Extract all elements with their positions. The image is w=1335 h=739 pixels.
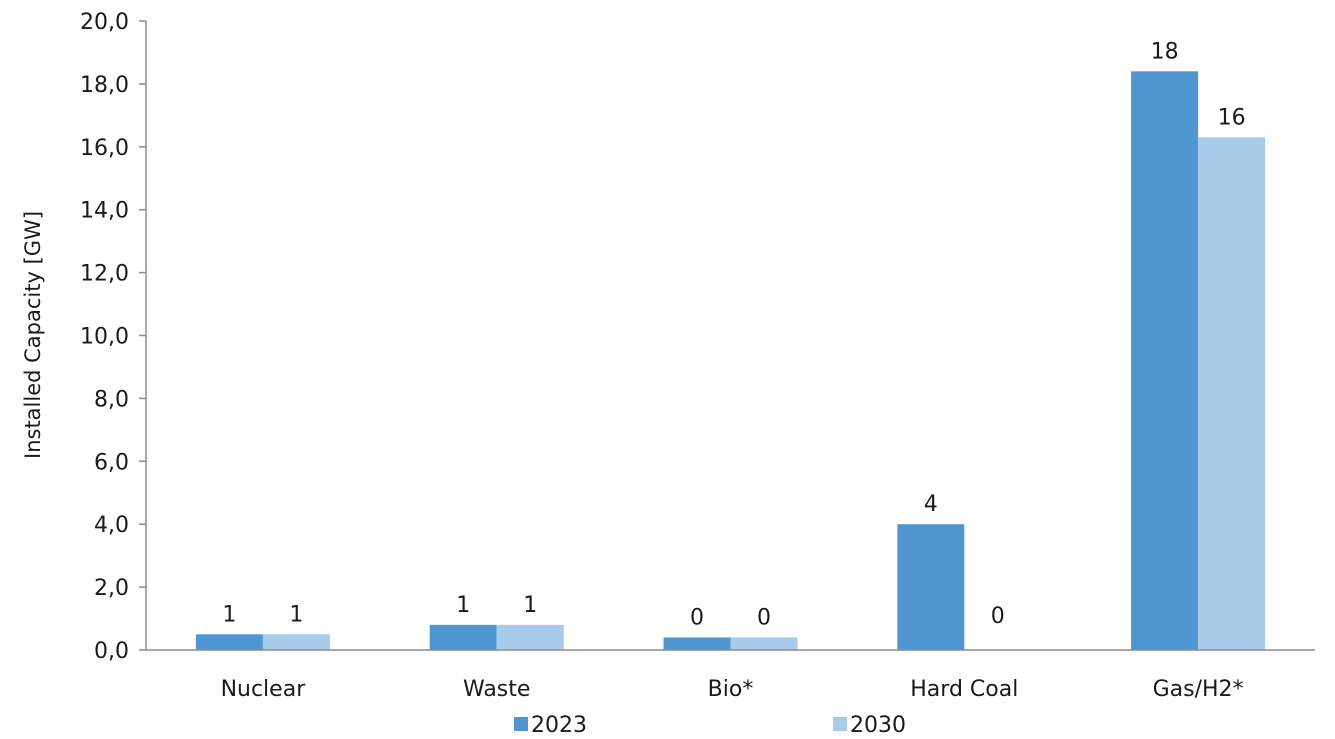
bar-2023-3 bbox=[897, 524, 965, 650]
data-label: 4 bbox=[924, 492, 938, 517]
data-label: 1 bbox=[456, 593, 470, 618]
legend-swatch-2023 bbox=[514, 717, 528, 731]
y-tick-label: 20,0 bbox=[80, 10, 129, 35]
data-label: 1 bbox=[523, 593, 537, 618]
bar-2023-1 bbox=[429, 624, 497, 650]
data-labels: 1 1 0 4 18 1 1 0 0 16 bbox=[222, 39, 1245, 630]
y-axis-title: Installed Capacity [GW] bbox=[21, 211, 45, 459]
bar-2030-4 bbox=[1198, 137, 1266, 651]
legend-swatch-2030 bbox=[833, 717, 847, 731]
legend-label-2023: 2023 bbox=[531, 713, 587, 738]
data-label: 0 bbox=[757, 605, 771, 630]
x-category-label: Hard Coal bbox=[910, 677, 1018, 702]
bar-2030-0 bbox=[262, 634, 330, 650]
x-category-label: Gas/H2* bbox=[1153, 677, 1244, 702]
bar-2023-4 bbox=[1131, 71, 1199, 650]
data-label: 0 bbox=[991, 604, 1005, 629]
y-tick-label: 4,0 bbox=[94, 513, 129, 538]
bar-2030-2 bbox=[730, 637, 798, 650]
bar-2023-2 bbox=[663, 637, 731, 650]
bar-2030-1 bbox=[496, 624, 564, 650]
data-label: 0 bbox=[690, 605, 704, 630]
y-tick-label: 18,0 bbox=[80, 73, 129, 98]
x-axis: Nuclear Waste Bio* Hard Coal Gas/H2* bbox=[146, 649, 1315, 702]
y-tick-label: 2,0 bbox=[94, 576, 129, 601]
y-tick-label: 10,0 bbox=[80, 325, 129, 350]
y-axis: 0,0 2,0 4,0 6,0 8,0 10,0 12,0 14,0 16,0 18,0 20,0 bbox=[80, 10, 147, 664]
y-tick-label: 16,0 bbox=[80, 136, 129, 161]
y-tick-label: 6,0 bbox=[94, 450, 129, 475]
y-tick-label: 12,0 bbox=[80, 262, 129, 287]
x-category-label: Waste bbox=[463, 677, 530, 702]
x-category-label: Nuclear bbox=[221, 677, 307, 702]
x-category-label: Bio* bbox=[708, 677, 754, 702]
data-label: 1 bbox=[289, 602, 303, 627]
bars bbox=[195, 71, 1266, 651]
y-tick-label: 14,0 bbox=[80, 199, 129, 224]
data-label: 18 bbox=[1151, 39, 1179, 64]
y-tick-label: 0,0 bbox=[94, 639, 129, 664]
bar-2023-0 bbox=[195, 634, 263, 650]
y-tick-label: 8,0 bbox=[94, 387, 129, 412]
legend-label-2030: 2030 bbox=[850, 713, 906, 738]
legend: 2023 2030 bbox=[514, 713, 906, 738]
data-label: 16 bbox=[1218, 105, 1246, 130]
data-label: 1 bbox=[222, 602, 236, 627]
